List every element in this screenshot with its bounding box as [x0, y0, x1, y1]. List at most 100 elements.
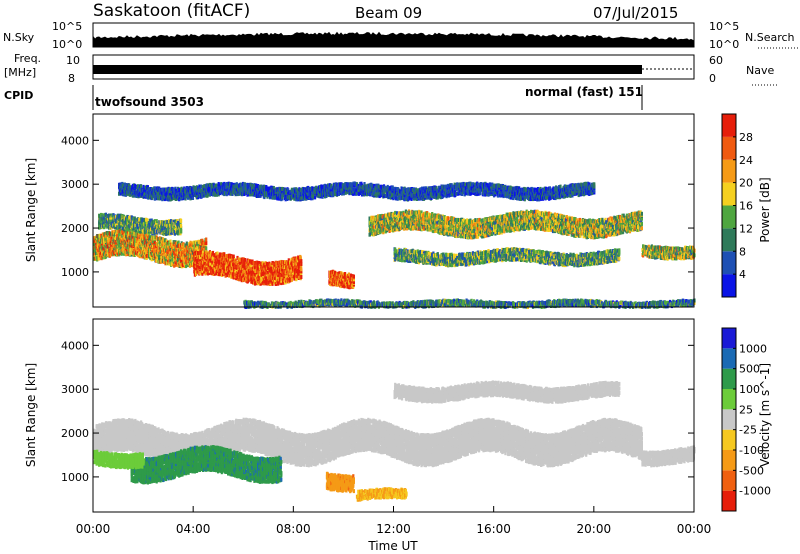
echo-cell	[196, 241, 199, 246]
echo-cell	[104, 242, 108, 247]
echo-cell	[190, 243, 193, 248]
nsky-label: N.Sky	[3, 31, 35, 44]
echo-cell	[161, 246, 164, 251]
echo-cell	[185, 250, 188, 255]
echo-cell	[299, 255, 302, 260]
echo-cell	[104, 234, 108, 239]
echo-cell	[102, 255, 105, 260]
echo-cell	[394, 223, 397, 228]
echo-cell	[174, 262, 177, 267]
echo-cell	[138, 254, 141, 259]
echo-cell	[105, 237, 108, 242]
echo-cell	[124, 229, 128, 234]
echo-cell	[243, 258, 247, 262]
echo-cell	[98, 256, 101, 261]
echo-cell	[117, 229, 120, 234]
echo-cell	[171, 248, 175, 253]
echo-cell	[98, 223, 101, 228]
echo-cell	[143, 252, 146, 257]
echo-cell	[185, 258, 188, 263]
power-echo-layer	[93, 181, 696, 309]
freq-tick-bottom: 8	[68, 72, 75, 85]
echo-cell	[104, 252, 107, 256]
echo-cell	[117, 237, 120, 242]
echo-cell	[113, 238, 116, 243]
echo-cell	[183, 264, 186, 268]
echo-cell	[144, 247, 147, 252]
echo-cell	[116, 244, 119, 249]
echo-cell	[153, 245, 156, 250]
echo-cell	[180, 258, 183, 263]
echo-cell	[114, 231, 118, 236]
freq-unit: [MHz]	[4, 66, 36, 79]
echo-cell	[180, 251, 183, 256]
echo-cell	[183, 247, 186, 252]
echo-cell	[94, 251, 98, 256]
echo-cell	[99, 243, 102, 248]
echo-cell	[104, 223, 107, 228]
echo-cell	[119, 236, 123, 241]
echo-cell	[146, 253, 149, 258]
echo-cell	[163, 241, 166, 246]
echo-cell	[152, 239, 155, 244]
echo-cell	[101, 220, 104, 225]
echo-cell	[114, 236, 118, 240]
echo-cell	[108, 253, 111, 258]
echo-cell	[300, 275, 303, 279]
echo-cell	[156, 243, 159, 248]
echo-cell	[188, 263, 191, 268]
echo-cell	[171, 245, 174, 249]
echo-cell	[98, 214, 101, 218]
echo-cell	[167, 256, 170, 261]
echo-cell	[120, 245, 123, 250]
echo-cell	[130, 250, 133, 255]
echo-cell	[123, 231, 126, 236]
echo-cell	[96, 254, 99, 259]
echo-cell	[192, 243, 195, 247]
echo-cell	[133, 237, 136, 242]
nsky-panel: N.Sky 10^5 10^0 10^5 10^0 N.Search	[3, 20, 798, 51]
echo-cell	[166, 261, 169, 266]
echo-cell	[290, 277, 293, 282]
echo-cell	[165, 239, 168, 244]
echo-cell	[116, 233, 119, 237]
echo-cell	[118, 252, 121, 257]
freq-label: Freq.	[14, 52, 41, 65]
echo-cell	[205, 246, 208, 251]
echo-cell	[93, 236, 96, 241]
echo-cell	[175, 241, 178, 246]
echo-cell	[119, 234, 122, 239]
echo-cell	[201, 238, 204, 243]
echo-cell	[189, 240, 192, 245]
echo-cell	[129, 235, 132, 240]
nsearch-tick-top: 10^5	[709, 20, 739, 33]
echo-cell	[180, 223, 183, 228]
echo-cell	[113, 229, 116, 234]
nave-tick-bottom: 0	[709, 72, 716, 85]
echo-cell	[146, 245, 149, 250]
echo-cell	[145, 256, 148, 260]
echo-cell	[169, 249, 172, 254]
echo-cell	[103, 215, 106, 220]
echo-cell	[99, 247, 103, 252]
echo-cell	[190, 262, 193, 267]
echo-cell	[185, 264, 188, 269]
echo-cell	[158, 243, 161, 248]
echo-cell	[160, 254, 163, 259]
echo-cell	[146, 249, 149, 254]
echo-cell	[120, 239, 123, 244]
echo-cell	[183, 255, 186, 260]
cpid-mode-1: twofsound 3503	[95, 95, 204, 109]
echo-cell	[447, 216, 450, 221]
echo-cell	[129, 247, 133, 252]
freq-trace	[93, 65, 642, 74]
echo-cell	[161, 248, 164, 253]
echo-cell	[104, 231, 107, 236]
freq-tick-top: 10	[66, 54, 80, 67]
echo-cell	[160, 237, 163, 242]
echo-cell	[123, 251, 126, 256]
echo-cell	[104, 254, 108, 259]
echo-cell	[141, 254, 144, 259]
echo-cell	[122, 245, 125, 250]
echo-cell	[110, 235, 113, 240]
